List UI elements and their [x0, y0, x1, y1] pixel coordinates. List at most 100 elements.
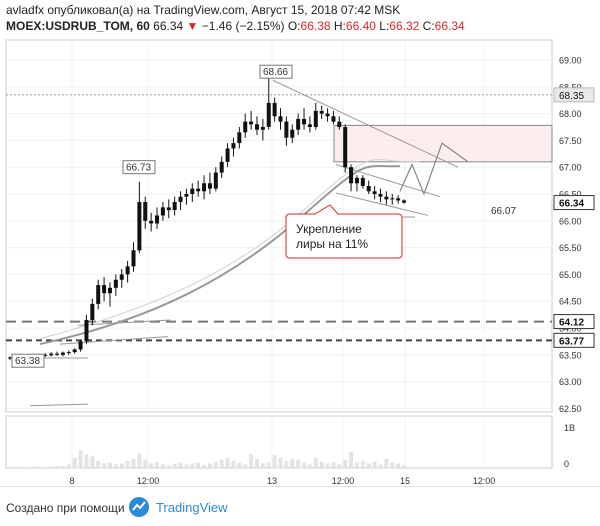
candle-body [78, 341, 83, 350]
volume-bar [78, 450, 83, 468]
volume-bar [319, 461, 324, 468]
volume-bar [260, 463, 265, 468]
volume-bar [349, 451, 354, 468]
volume-bar [178, 462, 183, 468]
close-value: 66.34 [434, 19, 465, 33]
change-value: −1.46 (−2.15%) [201, 19, 285, 33]
time-tick-label: 13 [267, 476, 277, 486]
volume-bar [55, 465, 60, 468]
price-chart[interactable]: 69.00 68.50 68.00 67.50 67.00 66.50 66.00 65.50… [0, 0, 600, 486]
chart-labels: 68.35 66.34 64.12 63.77 68.66 66.73 63.38 66.07… [11, 64, 595, 368]
candle-body [249, 121, 254, 125]
volume-bar [296, 459, 301, 468]
candle-body [243, 121, 248, 133]
volume-bar [172, 463, 177, 468]
volume-tick-label: 0 [564, 459, 569, 469]
resistance-line [272, 79, 459, 168]
value-label: 66.73 [126, 163, 151, 174]
value-label-box [259, 64, 293, 79]
author-name[interactable]: avladfx [6, 3, 45, 17]
candle-body [149, 220, 154, 224]
symbol-name[interactable]: MOEX:USDRUB_TOM, 60 [6, 19, 150, 33]
price-tag [553, 314, 595, 330]
chart-drawings [6, 79, 553, 407]
publish-line: avladfx опубликовал(а) на TradingView.co… [6, 2, 596, 18]
volume-bar [396, 463, 401, 468]
annotation-line-1: Укрепление [296, 222, 362, 236]
volume-bar [202, 464, 207, 468]
candle-body [219, 161, 224, 173]
candle-body [296, 118, 301, 130]
volume-bar [137, 453, 142, 468]
candles [8, 78, 406, 361]
time-tick-label: 8 [69, 476, 74, 486]
low-label: L: [379, 19, 390, 33]
candle-body [307, 124, 312, 127]
volume-bar [102, 463, 107, 468]
candle-body [402, 200, 406, 203]
volume-bar [243, 464, 248, 468]
volume-bar [8, 466, 12, 468]
footer: Создано при помощи TradingView [0, 486, 600, 526]
volume-bar [60, 466, 65, 468]
value-label: 66.07 [491, 206, 516, 217]
volume-bar [149, 463, 154, 468]
volume-bar [49, 466, 54, 468]
candle-body [343, 127, 348, 168]
price-tick-label: 65.00 [559, 270, 582, 280]
price-tick-label: 62.50 [559, 404, 582, 414]
volume-bar [19, 466, 24, 468]
candle-body [384, 196, 389, 200]
candle-body [166, 207, 171, 211]
volume-bar [278, 457, 283, 468]
candle-body [396, 198, 401, 201]
price-tag-text: 66.34 [559, 199, 584, 210]
time-tick-label: 12:00 [137, 476, 160, 486]
candle-body [207, 183, 212, 189]
volume-bar [402, 465, 406, 468]
low-value: 66.32 [389, 19, 420, 33]
value-label-box [11, 353, 45, 368]
volume-bar [313, 457, 318, 468]
open-label: O: [287, 19, 301, 33]
candle-body [60, 352, 65, 355]
volume-bar [290, 458, 295, 468]
published-text: опубликовал(а) на TradingView.com, Авгус… [47, 3, 401, 17]
candle-body [302, 118, 307, 125]
channel-bottom [335, 192, 429, 216]
price-tick-label: 65.50 [559, 243, 582, 253]
tradingview-logo[interactable]: TradingView [128, 496, 228, 518]
candle-body [72, 349, 77, 353]
candle-body [354, 177, 359, 184]
volume-bar [225, 457, 230, 468]
volume-bar [372, 461, 377, 468]
candle-body [119, 274, 124, 280]
volume-bar [37, 466, 42, 468]
made-with-text: Создано при помощи [6, 501, 125, 515]
candle-body [84, 319, 89, 342]
candle-body [360, 177, 365, 186]
volume-bar [107, 462, 112, 468]
value-label-box [122, 160, 156, 175]
price-tag-text: 64.12 [559, 318, 584, 329]
close-label: C: [422, 19, 435, 33]
down-arrow-icon: ▼ [186, 19, 199, 33]
volume-bar [96, 461, 101, 468]
price-tick-label: 66.50 [559, 190, 582, 200]
chart-axes: 69.00 68.50 68.00 67.50 67.00 66.50 66.00 65.50… [69, 56, 581, 487]
candle-body [55, 353, 60, 355]
candle-body [172, 202, 177, 211]
chart-grid [5, 39, 553, 469]
candle-body [190, 188, 195, 194]
candle-body [102, 285, 107, 294]
volume-bar [13, 467, 18, 468]
candle-body [266, 102, 271, 127]
candle-body [349, 167, 354, 184]
brand-name: TradingView [156, 499, 228, 515]
volume-bar [231, 460, 236, 468]
candle-body [225, 148, 230, 162]
tradingview-icon [129, 497, 149, 517]
volume-bar [337, 464, 342, 468]
candle-body [278, 116, 283, 122]
volume-bar [143, 459, 148, 468]
